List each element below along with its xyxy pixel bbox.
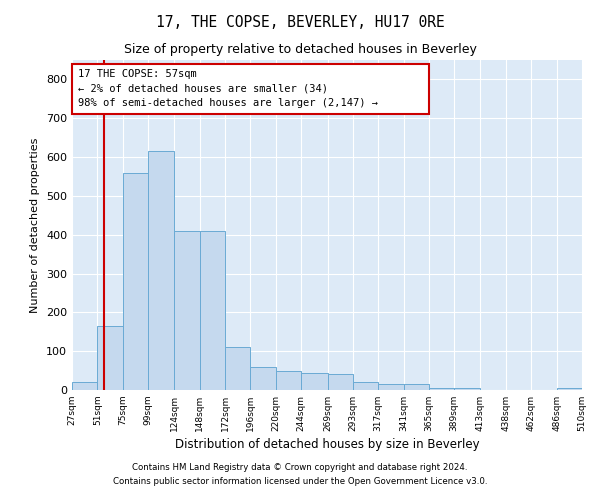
- Bar: [378, 384, 404, 390]
- Bar: [429, 388, 454, 390]
- Bar: [353, 382, 378, 390]
- Bar: [200, 231, 225, 390]
- Text: Contains HM Land Registry data © Crown copyright and database right 2024.: Contains HM Land Registry data © Crown c…: [132, 464, 468, 472]
- Bar: [301, 372, 328, 390]
- FancyBboxPatch shape: [72, 64, 429, 114]
- Bar: [454, 388, 479, 390]
- Bar: [328, 374, 353, 390]
- Y-axis label: Number of detached properties: Number of detached properties: [31, 138, 40, 312]
- Bar: [175, 231, 200, 390]
- Text: Contains public sector information licensed under the Open Government Licence v3: Contains public sector information licen…: [113, 478, 487, 486]
- Bar: [148, 151, 175, 390]
- Bar: [557, 388, 582, 390]
- Bar: [97, 326, 122, 390]
- Bar: [122, 172, 148, 390]
- Text: 98% of semi-detached houses are larger (2,147) →: 98% of semi-detached houses are larger (…: [79, 98, 379, 108]
- Text: ← 2% of detached houses are smaller (34): ← 2% of detached houses are smaller (34): [79, 84, 328, 94]
- Bar: [250, 366, 276, 390]
- Bar: [225, 348, 250, 390]
- X-axis label: Distribution of detached houses by size in Beverley: Distribution of detached houses by size …: [175, 438, 479, 451]
- Text: 17, THE COPSE, BEVERLEY, HU17 0RE: 17, THE COPSE, BEVERLEY, HU17 0RE: [155, 15, 445, 30]
- Text: 17 THE COPSE: 57sqm: 17 THE COPSE: 57sqm: [79, 68, 197, 78]
- Text: Size of property relative to detached houses in Beverley: Size of property relative to detached ho…: [124, 42, 476, 56]
- Bar: [404, 384, 429, 390]
- Bar: [72, 382, 97, 390]
- Bar: [276, 370, 301, 390]
